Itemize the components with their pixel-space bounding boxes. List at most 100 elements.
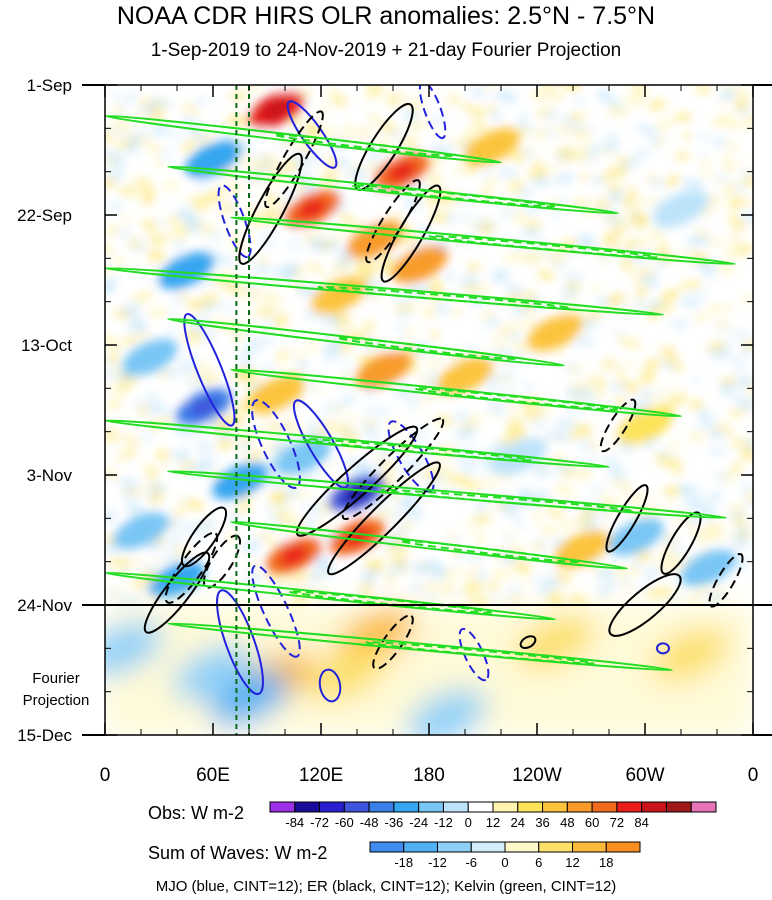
er-contour (164, 531, 219, 604)
colorbar-label: -48 (360, 815, 379, 830)
anomaly-texture (487, 106, 495, 114)
anomaly-texture (165, 367, 176, 373)
anomaly-texture (728, 199, 745, 207)
anomaly-texture (534, 160, 543, 168)
anomaly-texture (684, 487, 703, 494)
anomaly-texture (161, 417, 172, 425)
anomaly-texture (441, 503, 453, 508)
anomaly-texture (571, 200, 591, 205)
anomaly-texture (706, 531, 723, 540)
anomaly-texture (717, 263, 736, 269)
anomaly-texture (685, 241, 698, 247)
anomaly-texture (598, 569, 615, 579)
anomaly-texture (294, 309, 301, 316)
anomaly-texture (683, 179, 703, 188)
anomaly-texture (125, 143, 139, 153)
colorbar-label: -84 (285, 815, 304, 830)
anomaly-texture (122, 305, 142, 313)
anomaly-texture (149, 483, 167, 491)
anomaly-texture (507, 430, 527, 439)
anomaly-texture (738, 364, 746, 371)
anomaly-texture (281, 270, 298, 279)
anomaly-texture (730, 358, 739, 364)
anomaly-texture (645, 590, 661, 597)
anomaly-feature (437, 357, 493, 395)
anomaly-texture (540, 527, 558, 535)
anomaly-texture (618, 381, 634, 389)
anomaly-texture (575, 427, 594, 436)
anomaly-texture (699, 293, 716, 303)
anomaly-texture (538, 586, 553, 595)
anomaly-texture (724, 138, 737, 144)
anomaly-texture (501, 508, 520, 516)
anomaly-texture (527, 220, 541, 229)
anomaly-texture (107, 401, 122, 407)
anomaly-texture (426, 310, 433, 318)
anomaly-texture (441, 359, 459, 365)
kelvin-contour (350, 184, 556, 208)
colorbar-label: -18 (394, 855, 413, 870)
anomaly-texture (563, 270, 582, 276)
anomaly-texture (274, 319, 287, 327)
anomaly-feature (248, 375, 304, 414)
anomaly-texture (214, 416, 223, 423)
anomaly-texture (340, 311, 351, 315)
anomaly-texture (478, 419, 491, 425)
anomaly-texture (507, 588, 523, 593)
anomaly-texture (105, 277, 115, 286)
anomaly-texture (183, 224, 201, 232)
anomaly-texture (549, 593, 563, 601)
anomaly-texture (587, 311, 600, 321)
anomaly-texture (666, 399, 685, 404)
anomaly-texture (325, 461, 341, 466)
anomaly-texture (278, 577, 297, 585)
anomaly-texture (455, 592, 463, 596)
anomaly-texture (465, 526, 479, 531)
anomaly-texture (647, 137, 663, 143)
anomaly-texture (389, 556, 408, 564)
anomaly-texture (116, 456, 124, 462)
y-tick-label: 3-Nov (27, 466, 73, 485)
anomaly-texture (383, 478, 395, 484)
anomaly-texture (566, 389, 579, 398)
anomaly-texture (693, 378, 700, 383)
anomaly-texture (663, 487, 682, 496)
anomaly-texture (371, 411, 380, 418)
anomaly-texture (552, 93, 561, 101)
anomaly-texture (636, 301, 645, 309)
anomaly-texture (384, 510, 394, 519)
anomaly-texture (249, 563, 262, 568)
anomaly-texture (627, 214, 648, 221)
anomaly-texture (494, 406, 503, 415)
anomaly-texture (668, 554, 680, 563)
er-contour (519, 635, 537, 650)
anomaly-texture (574, 97, 584, 103)
anomaly-texture (427, 301, 439, 308)
anomaly-texture (261, 310, 277, 317)
anomaly-texture (674, 246, 694, 253)
anomaly-texture (150, 147, 159, 152)
colorbar-label: 84 (634, 815, 648, 830)
anomaly-texture (585, 577, 593, 584)
anomaly-texture (531, 512, 542, 518)
anomaly-texture (162, 409, 175, 415)
anomaly-texture (729, 510, 745, 514)
colorbar-swatch (368, 801, 395, 813)
anomaly-texture (746, 383, 753, 388)
anomaly-texture (619, 363, 635, 368)
anomaly-texture (568, 114, 586, 122)
er-contour (365, 179, 421, 264)
anomaly-texture (158, 196, 173, 205)
anomaly-texture (291, 297, 306, 305)
colorbar-label: 24 (511, 815, 525, 830)
anomaly-texture (705, 442, 718, 451)
colorbar-swatch (369, 841, 405, 853)
anomaly-texture (696, 231, 709, 237)
anomaly-texture (285, 242, 303, 247)
anomaly-texture (668, 317, 684, 325)
anomaly-texture (395, 304, 411, 312)
anomaly-texture (267, 296, 284, 304)
anomaly-texture (740, 485, 753, 491)
anomaly-texture (121, 450, 140, 457)
anomaly-texture (105, 284, 118, 289)
